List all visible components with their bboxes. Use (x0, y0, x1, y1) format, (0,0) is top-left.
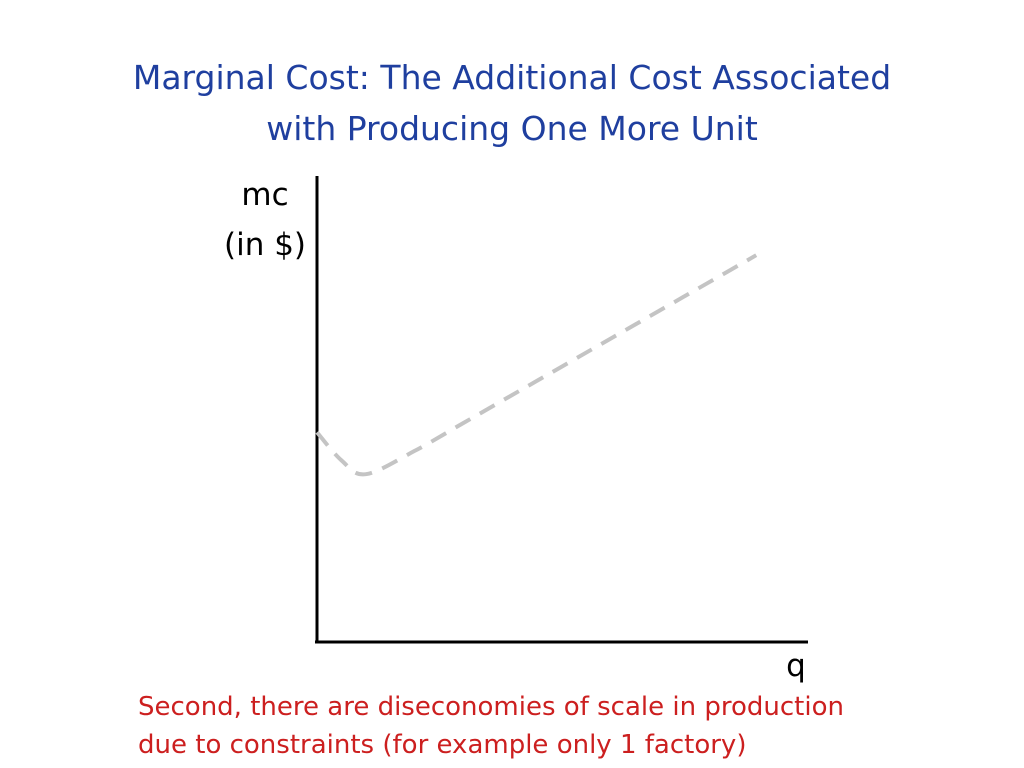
x-axis-label: q (786, 648, 806, 684)
caption-line-2: due to constraints (for example only 1 f… (138, 730, 747, 760)
caption: Second, there are diseconomies of scale … (138, 688, 938, 764)
y-axis-label-line-1: mc (241, 177, 288, 213)
slide-title-line-2: with Producing One More Unit (266, 109, 758, 148)
mc-curve-line-0 (315, 253, 758, 477)
slide-title-line-1: Marginal Cost: The Additional Cost Assoc… (132, 58, 892, 97)
mc-series-group (315, 253, 758, 477)
caption-line-1: Second, there are diseconomies of scale … (138, 692, 844, 722)
y-axis-label-line-2: (in $) (224, 227, 306, 263)
slide-title: Marginal Cost: The Additional Cost Assoc… (60, 52, 964, 154)
